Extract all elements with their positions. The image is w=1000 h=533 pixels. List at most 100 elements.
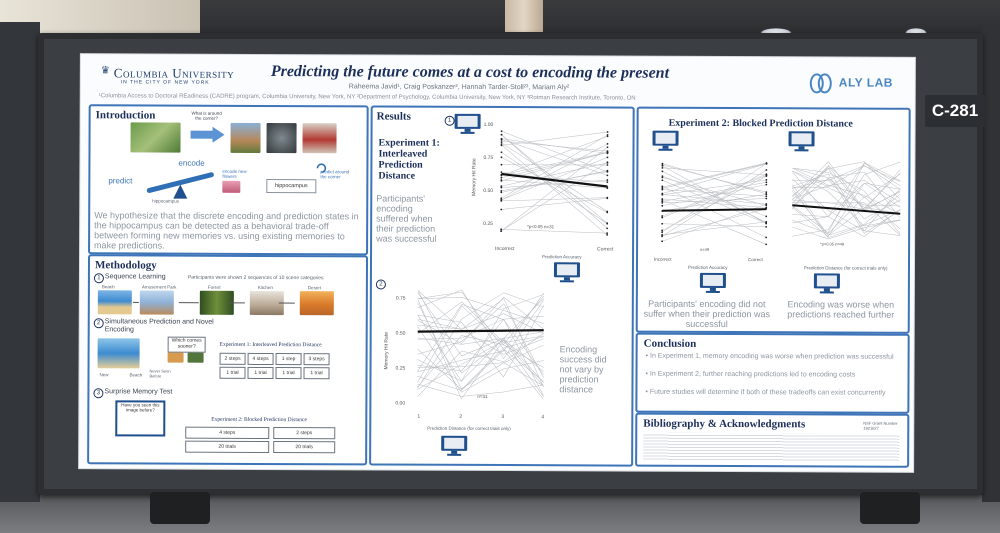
which-comes-prompt: Which comes sooner? [167, 336, 206, 353]
results-panel: Results Experiment 1: Interleaved Predic… [369, 105, 635, 467]
conclusion-bullet-text: In Experiment 1, memory encoding was wor… [649, 352, 894, 361]
participant-line [662, 171, 767, 223]
university-subtitle: IN THE CITY OF NEW YORK [120, 79, 210, 86]
participant-line [501, 144, 608, 236]
participant-line [500, 147, 608, 232]
chart4-xlabel: Prediction Distance (for correct trials … [803, 265, 888, 271]
monitor-icon [652, 130, 679, 151]
trials-box-3: 1 trial [275, 367, 302, 380]
conclusion-bullet: • In Experiment 1, memory encoding was w… [645, 352, 894, 361]
participant-line [417, 336, 544, 390]
participant-line [662, 223, 767, 228]
participant-line [501, 140, 608, 152]
participant-line [417, 292, 545, 373]
chart-exp1-accuracy: 1.00 0.75 0.50 0.25 Memory Hit Rate Inco… [471, 122, 614, 253]
conclusion-panel: Conclusion • In Experiment 1, memory enc… [635, 332, 910, 414]
participant-line [417, 302, 544, 390]
y-tick: 0.75 [483, 155, 493, 161]
participant-point [500, 133, 503, 136]
participant-line [501, 170, 608, 193]
conclusion-bullet-text: Future studies will determine if both of… [649, 388, 886, 397]
chart3-participant-lines [661, 162, 768, 246]
introduction-panel: Introduction What is around the corner? … [88, 104, 369, 256]
participant-point [500, 140, 503, 142]
participant-point [606, 156, 609, 159]
seen-before-prompt: Have you seen this image before? [121, 402, 160, 413]
participant-point [765, 225, 768, 228]
chart4-participant-lines [792, 161, 901, 240]
participant-line [792, 173, 901, 234]
participant-point [606, 233, 609, 236]
new-scene-photo [97, 338, 140, 369]
participant-line [662, 208, 767, 237]
garden-photo [130, 122, 181, 153]
participant-line [792, 167, 901, 232]
encode-new-label: encode new flowers [222, 168, 247, 179]
trials-box-2: 1 trial [247, 366, 274, 380]
refresh-icon [316, 163, 327, 174]
chart1-participant-lines [500, 130, 609, 236]
right-arrow-icon [190, 126, 225, 143]
participant-point [606, 142, 609, 145]
participant-point [765, 179, 768, 181]
conclusion-bullet: • Future studies will determine if both … [645, 388, 886, 397]
participant-line [417, 294, 544, 382]
predict-label: predict [108, 176, 133, 186]
chart3-mean-line [662, 208, 767, 212]
participant-point [661, 240, 663, 243]
participant-line [501, 157, 608, 213]
thought-bubble: What is around the corner? [191, 110, 222, 121]
participant-point [606, 150, 609, 153]
x-tick: 1 [417, 414, 420, 420]
participant-point [661, 202, 664, 204]
participant-point [500, 176, 503, 179]
participant-line [417, 326, 544, 393]
participant-line [417, 313, 544, 334]
participant-line [792, 188, 901, 238]
participant-point [765, 197, 768, 200]
trials-box-4: 1 trial [303, 367, 330, 380]
participant-line [417, 289, 545, 360]
board-foot [860, 492, 920, 524]
participant-point [500, 200, 503, 202]
y-tick: 0.50 [396, 331, 406, 337]
board-frame-left [0, 22, 40, 502]
monitor-icon [813, 273, 840, 294]
brain-logo-icon [809, 73, 832, 94]
participant-line [792, 161, 901, 200]
participant-line [417, 295, 545, 383]
scene-label-kitchen: Kitchen [257, 284, 273, 291]
participant-point [765, 169, 768, 171]
introduction-heading: Introduction [95, 109, 156, 122]
participant-line [501, 179, 608, 188]
exp2-right-text: Encoding was worse when predictions reac… [787, 299, 895, 320]
step1-note: Participants were shown 2 sequences of 1… [187, 274, 324, 282]
participant-point [500, 186, 503, 189]
participant-line [501, 197, 608, 202]
scene-label-beach: Beach [101, 284, 115, 290]
scene-label-amusement: Amusement Park [141, 284, 177, 290]
participant-line [501, 162, 608, 232]
participant-point [606, 181, 609, 184]
participant-point [661, 164, 664, 167]
participant-point [500, 138, 503, 141]
chart3-xlabel: Prediction Accuracy [687, 264, 728, 271]
exp2-steps-box-1: 4 steps [185, 426, 270, 440]
participant-point [765, 162, 768, 165]
participant-line [501, 142, 608, 212]
participant-line [501, 152, 608, 179]
references-block [643, 432, 900, 462]
participant-line [501, 151, 608, 176]
chart2-participant-lines [417, 289, 545, 400]
chart4-stat: *p<0.05 n=49 [820, 241, 845, 246]
nsf-grant: NSF Grant Number 1921627 [863, 420, 898, 431]
participant-point [661, 198, 664, 200]
participant-line [417, 349, 544, 400]
participant-line [792, 177, 901, 214]
trials-box-1: 1 trial [219, 366, 246, 379]
participant-point [661, 229, 664, 232]
participant-point [765, 203, 768, 205]
participant-point [765, 236, 768, 239]
memory-test-screen: Have you seen this image before? [115, 400, 166, 437]
participant-point [606, 135, 609, 138]
